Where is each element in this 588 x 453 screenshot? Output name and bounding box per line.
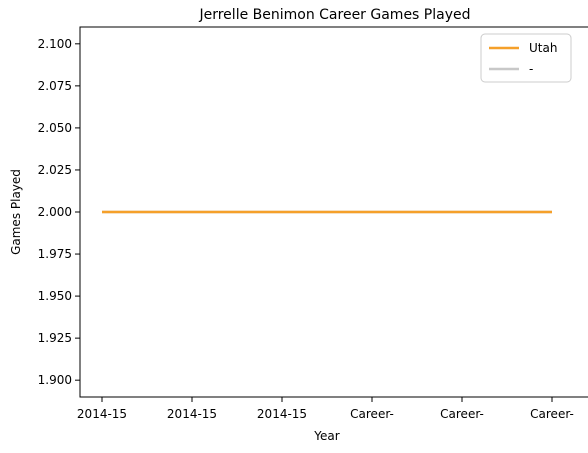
y-tick-label: 1.900 xyxy=(38,373,72,387)
legend-label-dash: - xyxy=(529,62,533,76)
y-tick-label: 2.000 xyxy=(38,205,72,219)
y-tick-label: 2.025 xyxy=(38,163,72,177)
y-tick-label: 1.975 xyxy=(38,247,72,261)
y-tick-label: 2.050 xyxy=(38,121,72,135)
x-tick-label: Career- xyxy=(530,407,574,421)
x-tick-label: 2014-15 xyxy=(77,407,127,421)
y-tick-label: 1.950 xyxy=(38,289,72,303)
x-axis-label: Year xyxy=(313,429,339,443)
y-axis-ticks: 1.900 1.925 1.950 1.975 2.000 2.025 2.050 2.075… xyxy=(38,37,80,387)
y-tick-label: 2.100 xyxy=(38,37,72,51)
y-tick-label: 1.925 xyxy=(38,331,72,345)
y-axis-label: Games Played xyxy=(9,169,23,255)
x-tick-label: 2014-15 xyxy=(167,407,217,421)
legend-box xyxy=(480,33,572,83)
x-tick-label: Career- xyxy=(350,407,394,421)
legend-label-utah: Utah xyxy=(529,41,557,55)
legend: Utah - xyxy=(480,33,572,83)
y-tick-label: 2.075 xyxy=(38,79,72,93)
x-axis-ticks: 2014-15 2014-15 2014-15 Career- Career- Caree… xyxy=(77,397,574,421)
x-tick-label: 2014-15 xyxy=(257,407,307,421)
chart-title: Jerrelle Benimon Career Games Played xyxy=(198,7,470,23)
x-tick-label: Career- xyxy=(440,407,484,421)
